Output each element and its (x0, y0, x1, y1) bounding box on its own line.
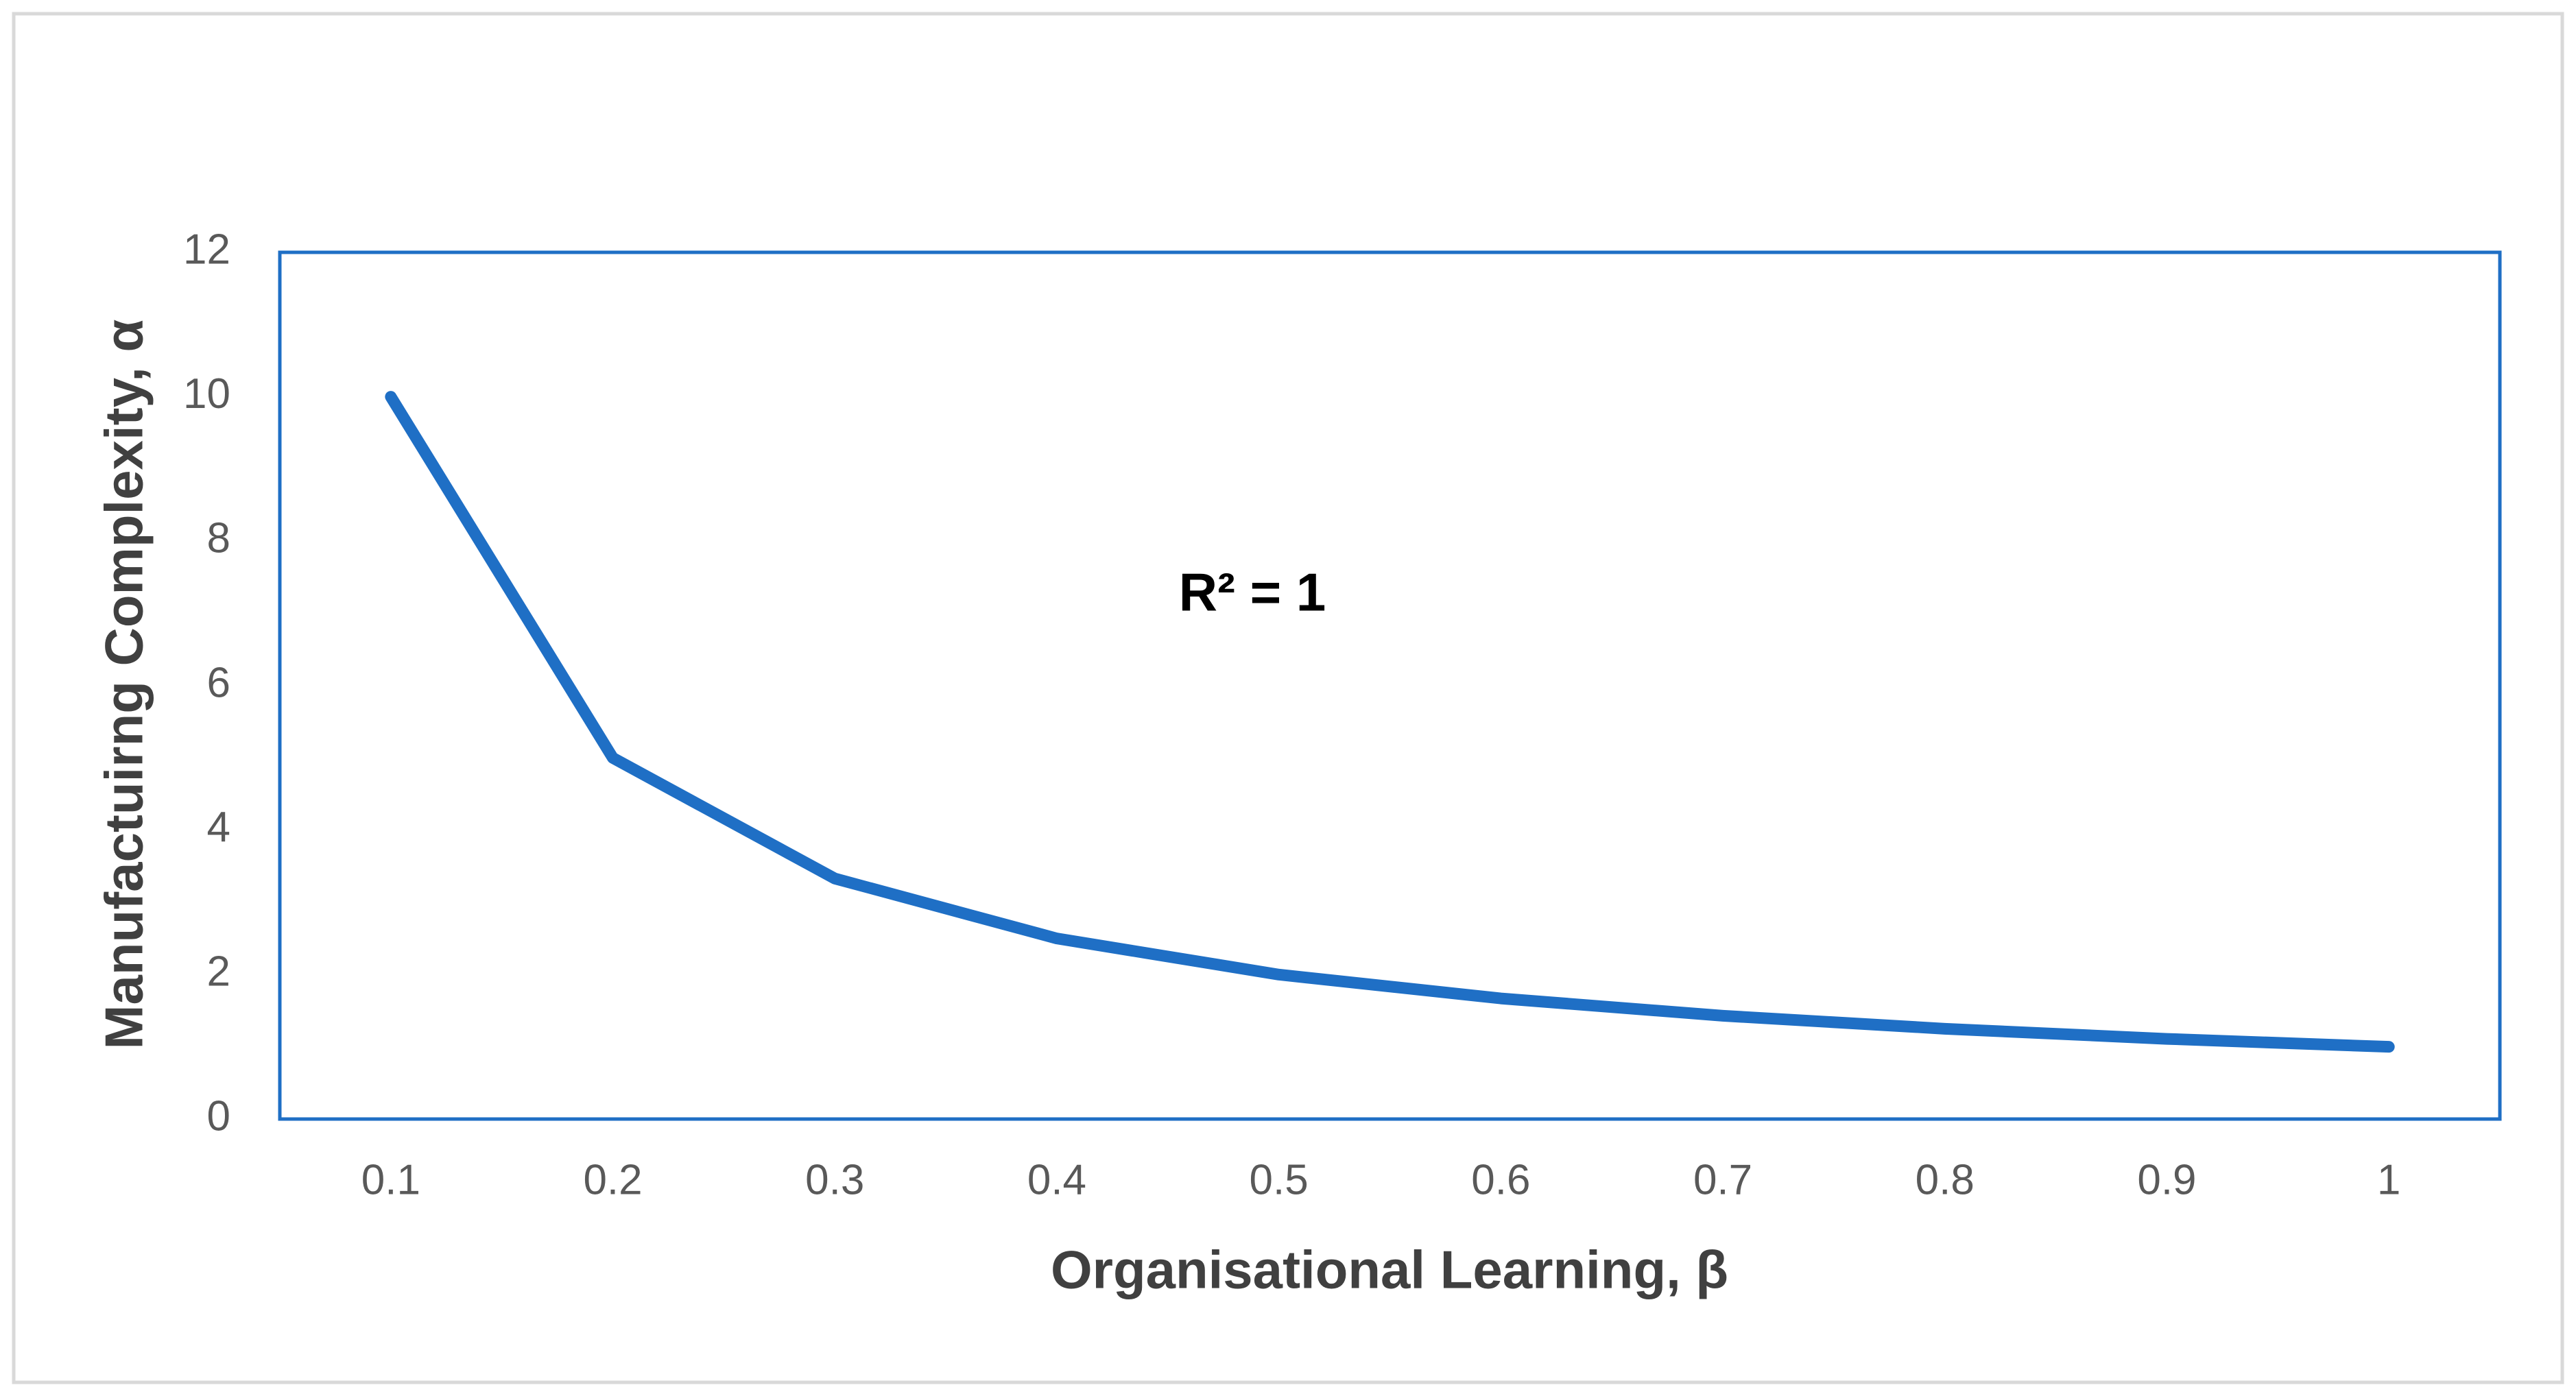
x-tick-label: 0.7 (1693, 1156, 1752, 1203)
y-tick-label: 8 (207, 515, 230, 562)
annotation: R² = 1 (1179, 562, 1326, 623)
y-tick-label: 4 (207, 804, 230, 851)
data-line (385, 391, 2395, 1053)
y-tick-label: 2 (207, 948, 230, 996)
y-tick-label: 12 (183, 226, 230, 273)
x-tick-label: 0.1 (361, 1156, 420, 1203)
chart-frame (12, 12, 2564, 1384)
x-axis-title: Organisational Learning, β (1051, 1240, 1728, 1300)
y-tick-label: 10 (183, 370, 230, 418)
x-tick-label: 1 (2377, 1156, 2400, 1203)
y-tick-label: 6 (207, 659, 230, 706)
x-tick-label: 0.3 (805, 1156, 864, 1203)
x-tick-label: 0.4 (1027, 1156, 1086, 1203)
x-tick-label: 0.8 (1916, 1156, 1975, 1203)
x-tick-label: 0.5 (1250, 1156, 1309, 1203)
y-tick-label: 0 (207, 1092, 230, 1140)
x-tick-label: 0.9 (2137, 1156, 2196, 1203)
y-axis-title: Manufactuirng Complexity, α (94, 319, 154, 1049)
x-tick-label: 0.6 (1471, 1156, 1530, 1203)
plot-frame (278, 250, 2502, 1121)
x-tick-label: 0.2 (583, 1156, 642, 1203)
